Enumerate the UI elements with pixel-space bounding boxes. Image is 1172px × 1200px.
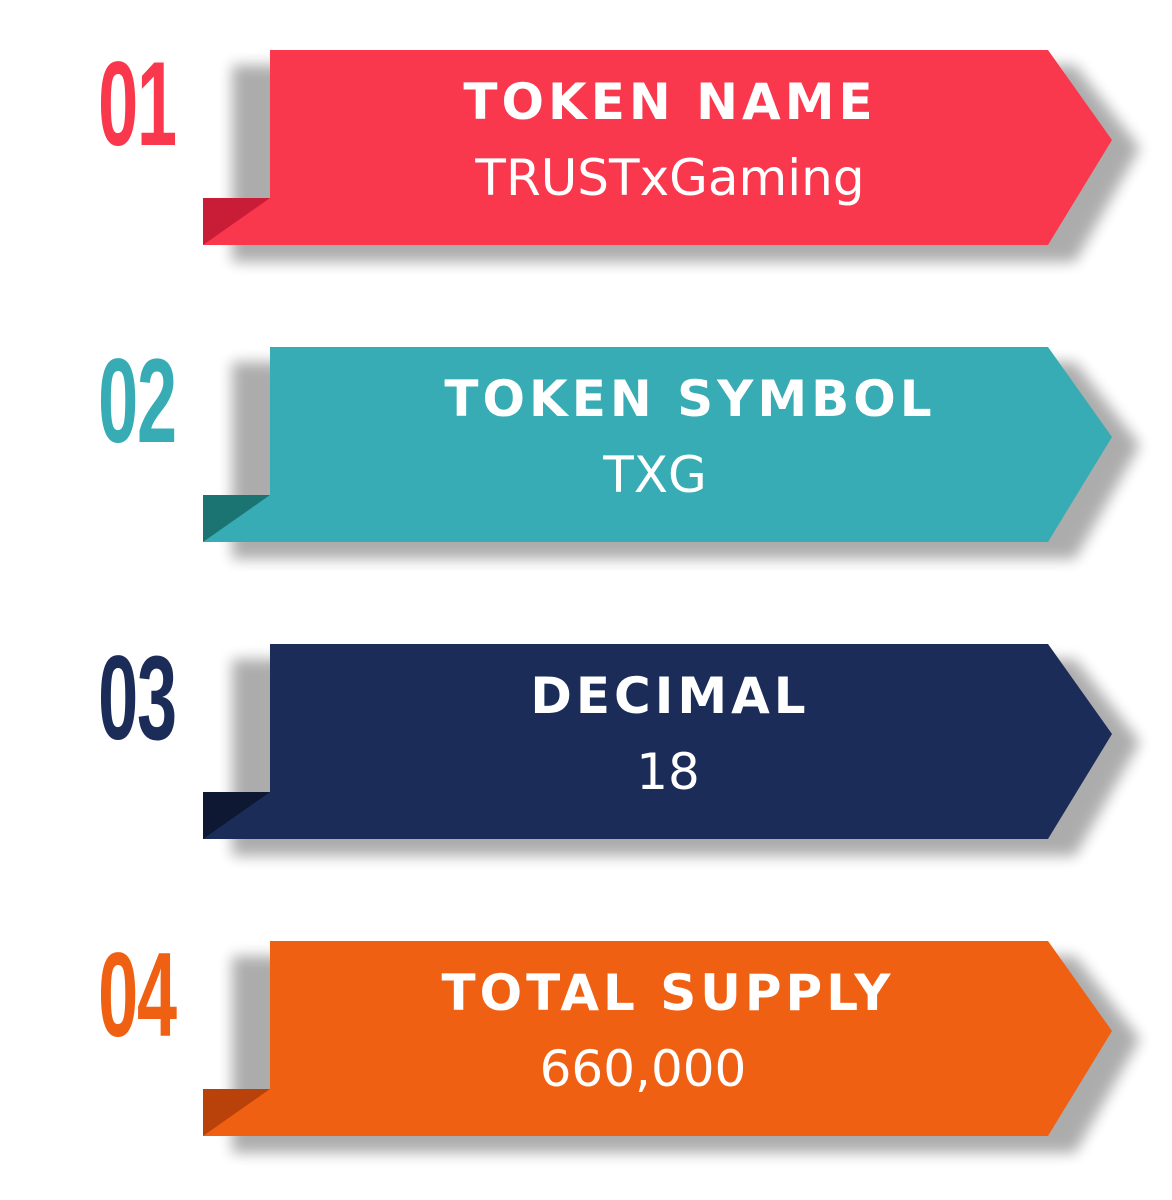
step-number-1: 01	[98, 37, 177, 171]
step-value-4: 660,000	[539, 1040, 747, 1098]
step-value-1: TRUSTxGaming	[475, 149, 865, 207]
ribbon-body-3	[203, 644, 1112, 839]
step-number-3: 03	[98, 631, 177, 765]
ribbon-banner-4	[203, 941, 1140, 1153]
ribbon-body-1	[203, 50, 1112, 245]
step-title-4: TOTAL SUPPLY	[441, 964, 895, 1022]
step-row-1: 01 TOKEN NAME TRUSTxGaming	[0, 37, 1172, 262]
step-row-3: 03 DECIMAL 18	[0, 631, 1172, 856]
ribbon-banner-3	[203, 644, 1140, 856]
step-title-3: DECIMAL	[530, 667, 810, 725]
step-row-4: 04 TOTAL SUPPLY 660,000	[0, 928, 1172, 1153]
step-value-3: 18	[636, 743, 700, 801]
ribbon-body-2	[203, 347, 1112, 542]
step-number-2: 02	[98, 334, 177, 468]
ribbon-body-4	[203, 941, 1112, 1136]
ribbon-banner-1	[203, 50, 1140, 262]
step-title-1: TOKEN NAME	[463, 73, 877, 131]
step-title-2: TOKEN SYMBOL	[444, 370, 936, 428]
step-value-2: TXG	[603, 446, 707, 504]
step-row-2: 02 TOKEN SYMBOL TXG	[0, 334, 1172, 559]
step-number-4: 04	[98, 928, 177, 1062]
ribbon-banner-2	[203, 347, 1140, 559]
